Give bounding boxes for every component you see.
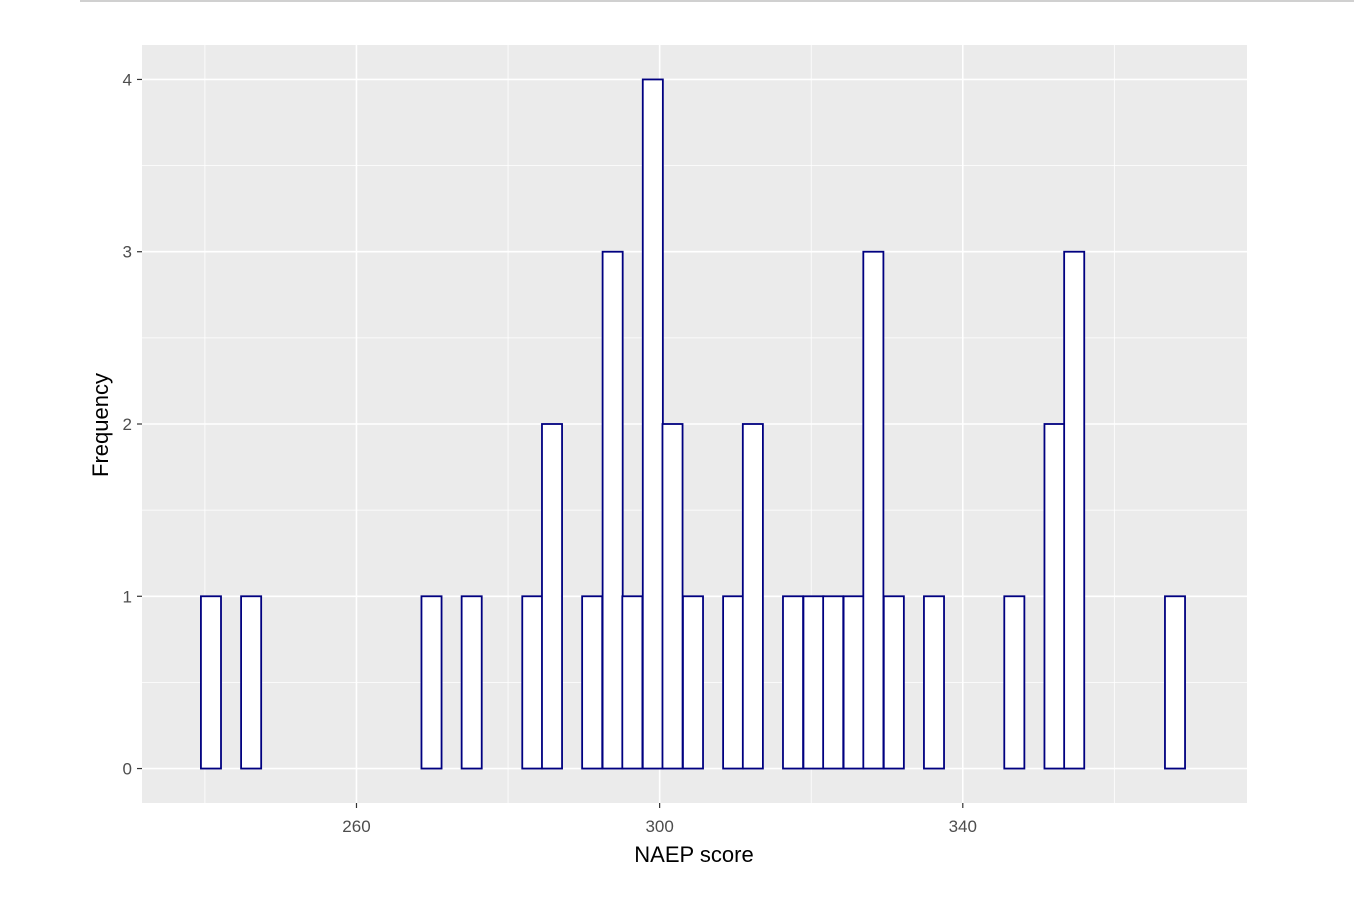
x-axis: 260 300 340 bbox=[342, 803, 977, 836]
y-tick-label: 0 bbox=[123, 760, 132, 779]
histogram-bar bbox=[682, 595, 704, 770]
histogram-bar bbox=[822, 595, 845, 770]
histogram-bar bbox=[842, 595, 865, 770]
y-tick-label: 2 bbox=[123, 415, 132, 434]
y-axis-title: Frequency bbox=[88, 373, 113, 477]
x-tick-label: 340 bbox=[949, 817, 977, 836]
histogram-bar bbox=[621, 595, 644, 770]
histogram-bar bbox=[1043, 423, 1066, 770]
x-tick-label: 260 bbox=[342, 817, 370, 836]
x-tick-label: 300 bbox=[645, 817, 673, 836]
histogram-bar bbox=[200, 595, 222, 770]
histogram-bar bbox=[460, 595, 483, 770]
histogram-bar bbox=[581, 595, 604, 770]
histogram-bar bbox=[661, 423, 684, 770]
histogram-bars bbox=[200, 78, 1186, 770]
histogram-bar bbox=[862, 250, 885, 770]
histogram-bar bbox=[782, 595, 804, 770]
histogram-bar bbox=[601, 250, 624, 770]
histogram-bar bbox=[923, 595, 945, 770]
x-axis-title: NAEP score bbox=[634, 842, 753, 867]
histogram-bar bbox=[641, 78, 664, 770]
histogram-bar bbox=[802, 595, 825, 770]
y-tick-label: 3 bbox=[123, 243, 132, 262]
histogram-bar bbox=[541, 423, 563, 770]
histogram-bar bbox=[420, 595, 443, 770]
y-tick-label: 4 bbox=[123, 70, 132, 89]
y-tick-label: 1 bbox=[123, 587, 132, 606]
histogram-bar bbox=[741, 423, 764, 770]
histogram-bar bbox=[722, 595, 745, 770]
histogram-bar bbox=[1164, 595, 1186, 770]
histogram-bar bbox=[1003, 595, 1026, 770]
y-axis: 0 1 2 3 4 bbox=[123, 70, 142, 779]
histogram-bar bbox=[240, 595, 263, 770]
histogram-bar bbox=[521, 595, 544, 770]
histogram-bar bbox=[882, 595, 905, 770]
histogram-bar bbox=[1063, 250, 1086, 770]
top-divider-line bbox=[80, 0, 1354, 2]
